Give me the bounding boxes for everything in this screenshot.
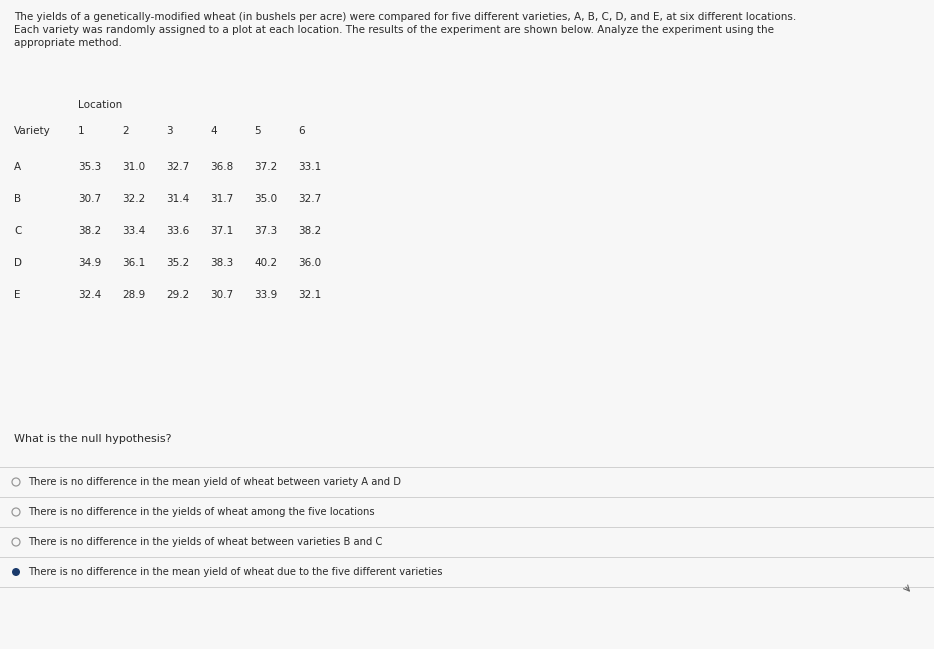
Text: There is no difference in the yields of wheat among the five locations: There is no difference in the yields of … [28,507,375,517]
Text: 37.1: 37.1 [210,226,234,236]
Text: 36.1: 36.1 [122,258,146,268]
Text: D: D [14,258,22,268]
Text: 30.7: 30.7 [210,290,234,300]
Text: There is no difference in the yields of wheat between varieties B and C: There is no difference in the yields of … [28,537,382,547]
Text: A: A [14,162,21,172]
Text: 33.6: 33.6 [166,226,190,236]
Text: 3: 3 [166,126,173,136]
Text: 36.0: 36.0 [298,258,321,268]
Text: 40.2: 40.2 [254,258,277,268]
Text: 2: 2 [122,126,129,136]
Text: 31.0: 31.0 [122,162,145,172]
Text: There is no difference in the mean yield of wheat between variety A and D: There is no difference in the mean yield… [28,477,401,487]
Text: 35.2: 35.2 [166,258,190,268]
Circle shape [12,478,20,486]
Text: 4: 4 [210,126,217,136]
Text: 31.7: 31.7 [210,194,234,204]
Text: 35.0: 35.0 [254,194,277,204]
Text: 34.9: 34.9 [78,258,101,268]
Text: 37.3: 37.3 [254,226,277,236]
Text: 32.2: 32.2 [122,194,146,204]
Text: 32.7: 32.7 [298,194,321,204]
Text: B: B [14,194,21,204]
Text: 33.4: 33.4 [122,226,146,236]
Text: appropriate method.: appropriate method. [14,38,121,48]
Text: Location: Location [78,100,122,110]
Text: 29.2: 29.2 [166,290,190,300]
Text: E: E [14,290,21,300]
Text: 35.3: 35.3 [78,162,101,172]
Text: 33.1: 33.1 [298,162,321,172]
Text: 38.3: 38.3 [210,258,234,268]
Text: Each variety was randomly assigned to a plot at each location. The results of th: Each variety was randomly assigned to a … [14,25,774,35]
Text: 33.9: 33.9 [254,290,277,300]
Text: 32.7: 32.7 [166,162,190,172]
Text: The yields of a genetically-modified wheat (in bushels per acre) were compared f: The yields of a genetically-modified whe… [14,12,797,22]
Text: There is no difference in the mean yield of wheat due to the five different vari: There is no difference in the mean yield… [28,567,443,577]
Text: 38.2: 38.2 [78,226,101,236]
Circle shape [12,568,20,576]
Circle shape [12,538,20,546]
Text: 38.2: 38.2 [298,226,321,236]
Text: 1: 1 [78,126,85,136]
Text: 31.4: 31.4 [166,194,190,204]
Text: 32.1: 32.1 [298,290,321,300]
Text: 32.4: 32.4 [78,290,101,300]
Text: 30.7: 30.7 [78,194,101,204]
Text: 6: 6 [298,126,304,136]
Text: C: C [14,226,21,236]
Text: 5: 5 [254,126,261,136]
Text: Variety: Variety [14,126,50,136]
Text: 36.8: 36.8 [210,162,234,172]
Text: What is the null hypothesis?: What is the null hypothesis? [14,434,172,444]
Circle shape [12,508,20,516]
Text: 28.9: 28.9 [122,290,146,300]
Text: 37.2: 37.2 [254,162,277,172]
